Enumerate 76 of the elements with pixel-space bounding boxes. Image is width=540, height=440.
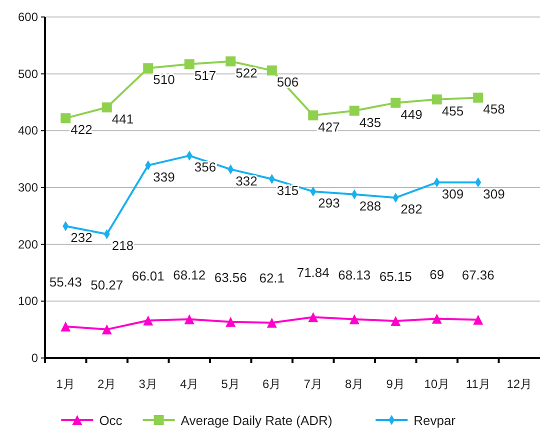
data-label: 232 [70,230,92,246]
data-label: 522 [236,65,258,80]
point [143,63,154,74]
point [60,113,71,124]
x-tick-label: 2月 [98,377,116,391]
data-label: 50.27 [90,277,124,292]
data-label: 458 [483,102,505,117]
point [226,316,236,327]
data-label: 288 [359,198,382,214]
data-label: 510 [153,72,175,88]
y-tick-label: 500 [18,66,38,81]
point [473,92,484,103]
x-tick-label: 11月 [466,377,490,391]
point [349,314,360,324]
data-label: 282 [400,202,422,217]
point [390,316,401,326]
x-tick-label: 5月 [221,377,240,391]
x-tick-label: 6月 [262,377,282,391]
point [184,59,194,70]
point [473,314,484,325]
data-label: 422 [70,122,92,138]
x-tick-label: 12月 [506,377,532,391]
point [266,65,277,76]
data-label: 55.43 [49,274,82,290]
x-tick-label: 9月 [386,377,405,391]
legend-label: Revpar [414,413,456,428]
data-label: 218 [112,238,134,254]
data-label: 68.12 [173,267,206,282]
point [432,314,442,324]
data-label: 68.13 [338,267,371,282]
data-label: 293 [318,195,340,210]
point [308,110,318,120]
point [266,318,277,328]
y-tick-label: 0 [31,351,38,365]
x-tick-label: 10月 [424,377,450,391]
point [102,324,112,334]
x-tick-label: 1月 [56,377,75,391]
x-tick-label: 7月 [304,377,322,391]
data-label: 69 [430,266,444,282]
point [308,312,318,322]
data-label: 332 [236,173,258,188]
x-tick-label: 3月 [138,377,158,391]
point [184,314,194,324]
y-tick-label: 100 [18,294,38,308]
data-label: 65.15 [379,268,412,284]
data-label: 309 [442,186,464,202]
data-label: 517 [194,68,216,84]
data-label: 309 [483,186,505,202]
y-tick-label: 200 [18,237,38,252]
x-tick-label: 4月 [180,377,199,391]
y-tick-label: 300 [18,180,38,194]
x-tick-label: 8月 [345,377,364,391]
point [102,102,112,112]
point [432,94,442,104]
data-label: 63.56 [214,270,247,285]
data-label: 67.36 [462,268,494,283]
data-label: 71.84 [296,265,330,280]
data-label: 339 [153,169,175,184]
legend-label: Average Daily Rate (ADR) [180,413,332,428]
point [143,315,154,326]
point [60,321,71,332]
y-tick-label: 400 [18,124,38,138]
data-label: 427 [318,119,340,134]
data-label: 66.01 [132,268,164,284]
legend-label: Occ [99,413,123,428]
data-label: 449 [400,106,422,122]
data-label: 62.1 [259,270,285,286]
y-tick-label: 600 [18,10,38,24]
point [349,106,360,116]
data-label: 441 [112,111,134,126]
data-label: 435 [359,114,382,130]
data-label: 356 [194,160,216,175]
point [226,56,236,66]
point [390,98,401,108]
data-label: 315 [276,182,299,198]
data-label: 455 [442,103,464,118]
